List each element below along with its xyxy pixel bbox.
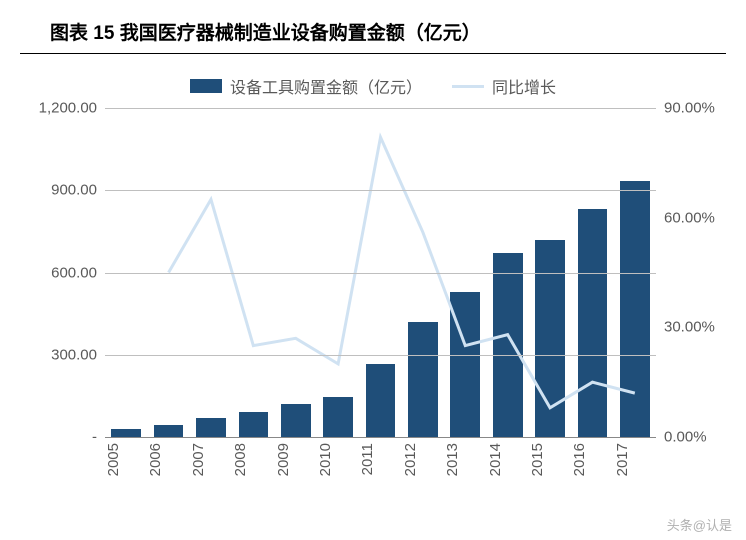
gridline: [105, 273, 656, 274]
y-left-tick: -: [92, 429, 105, 446]
x-tick: 2017: [614, 443, 656, 476]
bar: [450, 292, 480, 437]
bar: [196, 418, 226, 437]
x-tick: 2009: [275, 443, 317, 476]
y-right-tick: 60.00%: [656, 209, 715, 226]
y-right-tick: 90.00%: [656, 100, 715, 117]
bar: [578, 209, 608, 437]
bar: [535, 240, 565, 437]
x-tick: 2008: [232, 443, 274, 476]
chart-container: 设备工具购置金额（亿元） 同比增长 2005200620072008200920…: [20, 74, 726, 438]
legend-label-bar: 设备工具购置金额（亿元）: [230, 74, 422, 98]
gridline: [105, 108, 656, 109]
x-tick: 2012: [402, 443, 444, 476]
y-right-tick: 0.00%: [656, 429, 707, 446]
legend: 设备工具购置金额（亿元） 同比增长: [20, 74, 726, 98]
bar: [111, 429, 141, 437]
bar: [366, 364, 396, 437]
gridline: [105, 355, 656, 356]
bar: [154, 425, 184, 437]
legend-label-line: 同比增长: [492, 74, 556, 98]
chart-title: 图表 15 我国医疗器械制造业设备购置金额（亿元）: [50, 23, 481, 44]
bar: [281, 404, 311, 437]
bar: [493, 253, 523, 437]
legend-swatch-bar: [190, 79, 222, 93]
chart-title-bar: 图表 15 我国医疗器械制造业设备购置金额（亿元）: [20, 0, 726, 54]
plot-area: 2005200620072008200920102011201220132014…: [105, 108, 656, 438]
y-right-tick: 30.00%: [656, 319, 715, 336]
y-left-tick: 600.00: [51, 264, 105, 281]
legend-swatch-line: [452, 85, 484, 88]
x-tick: 2011: [359, 443, 401, 476]
x-tick: 2014: [487, 443, 529, 476]
bar: [323, 397, 353, 437]
x-tick: 2013: [444, 443, 486, 476]
y-left-tick: 1,200.00: [39, 100, 105, 117]
bar: [408, 322, 438, 437]
x-tick: 2006: [147, 443, 189, 476]
y-left-tick: 900.00: [51, 182, 105, 199]
x-tick: 2015: [529, 443, 571, 476]
watermark: 头条@认是: [667, 515, 732, 534]
legend-item-line: 同比增长: [452, 74, 556, 98]
x-tick: 2010: [317, 443, 359, 476]
legend-item-bar: 设备工具购置金额（亿元）: [190, 74, 422, 98]
bar: [239, 412, 269, 437]
x-tick: 2007: [190, 443, 232, 476]
x-tick: 2016: [571, 443, 613, 476]
gridline: [105, 190, 656, 191]
bar: [620, 181, 650, 437]
y-left-tick: 300.00: [51, 346, 105, 363]
x-tick: 2005: [105, 443, 147, 476]
x-axis-labels: 2005200620072008200920102011201220132014…: [105, 437, 656, 476]
